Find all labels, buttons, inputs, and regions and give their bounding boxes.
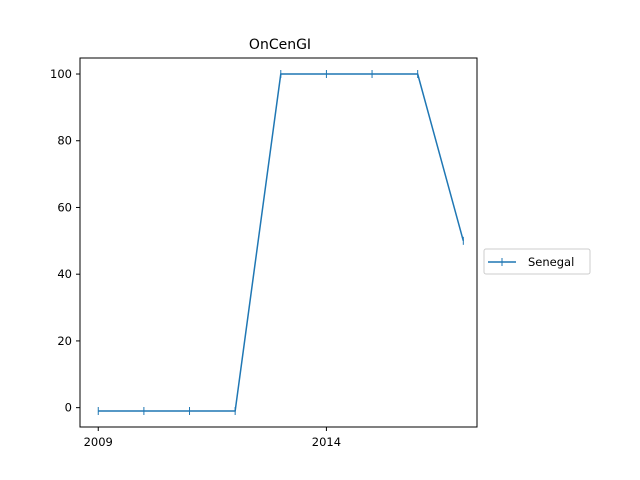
x-tick-label: 2009 xyxy=(84,435,113,449)
y-tick-label: 60 xyxy=(57,200,72,214)
plot-area xyxy=(79,57,478,428)
legend-label-senegal: Senegal xyxy=(528,255,574,269)
y-tick-label: 0 xyxy=(65,401,72,415)
plot-frame xyxy=(79,57,478,428)
y-axis: 0 20 40 60 80 100 xyxy=(50,67,80,415)
chart-title: OnCenGI xyxy=(249,37,311,53)
y-tick-label: 80 xyxy=(57,134,72,148)
x-tick-label: 2014 xyxy=(312,435,341,449)
y-tick-label: 20 xyxy=(57,334,72,348)
x-axis: 2009 2014 xyxy=(84,427,341,449)
legend: Senegal xyxy=(483,248,591,275)
y-tick-label: 100 xyxy=(50,67,72,81)
series-layer xyxy=(97,70,465,415)
legend-frame xyxy=(483,248,591,275)
y-tick-label: 40 xyxy=(57,267,72,281)
